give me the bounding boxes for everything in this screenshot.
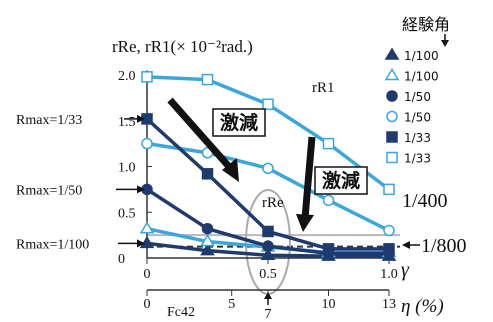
data-point-s2-2 [262, 240, 274, 252]
rmax-50-label-arrow-head [137, 185, 145, 194]
legend-entry-5: 1/33 [404, 152, 431, 166]
decrease-arrow-1-head [222, 158, 239, 182]
data-point-s5-2 [262, 98, 274, 111]
decrease-arrow-2 [301, 136, 316, 219]
data-point-s5-4 [383, 183, 395, 196]
decrease-arrow-2-head [296, 214, 314, 232]
x-eta-tick-label: 13 [382, 297, 396, 312]
data-point-s0-1 [200, 243, 215, 256]
legend-entry-1: 1/100 [404, 70, 439, 84]
rmax-33-label-arrow-head [137, 114, 145, 123]
ref-1-800-arrow-head [402, 241, 410, 249]
legend-entry-4: 1/33 [404, 131, 431, 145]
decrease-box-1 [212, 108, 266, 137]
data-point-s5-3 [322, 137, 335, 150]
x-gamma-tick-label: 0.5 [259, 267, 277, 282]
data-point-s1-0 [139, 221, 155, 234]
x-gamma-tick-label: 1.0 [380, 267, 398, 282]
data-point-slegend-0 [384, 47, 400, 60]
chart-title: rRe, rR1(× 10⁻²rad.) [112, 37, 253, 56]
legend-title-arrow-head [441, 40, 449, 47]
data-point-s5-0 [141, 71, 153, 83]
data-point-s3-3 [322, 194, 335, 207]
x-axis-gamma-label: γ [401, 259, 410, 281]
y-tick-label: 2.0 [118, 69, 136, 84]
data-point-s4-1 [201, 168, 214, 180]
data-point-s2-1 [201, 222, 214, 235]
decrease-box-2 [314, 166, 368, 195]
data-point-slegend-2 [386, 90, 398, 102]
eta-7-pointer-head [264, 292, 272, 299]
data-point-s0-2 [260, 247, 276, 261]
rmax-100-label: Rmax=1/100 [16, 237, 89, 252]
x-axis-eta-note: Fc42 [167, 305, 195, 320]
series-label-re: rRe [262, 195, 284, 211]
ref-label-1-400: 1/400 [402, 190, 448, 212]
decrease-label-1: 激減 [220, 111, 258, 134]
series-label-r1: rR1 [312, 80, 335, 96]
decrease-label-2: 激減 [322, 169, 360, 192]
data-point-s1-1 [200, 234, 215, 247]
data-point-slegend-1 [384, 68, 400, 81]
x-eta-tick-label: 7 [265, 307, 272, 322]
x-eta-tick-label: 5 [228, 297, 235, 312]
legend-entry-3: 1/50 [404, 111, 431, 125]
data-point-s0-0 [139, 235, 155, 249]
y-tick-label: 1.0 [118, 161, 136, 176]
y-tick-label: 0.5 [118, 206, 136, 221]
ref-label-1-800: 1/800 [421, 235, 467, 257]
x-eta-tick-label: 10 [322, 297, 336, 312]
data-point-slegend-4 [386, 131, 398, 143]
legend-title: 経験角 [402, 15, 450, 34]
data-point-s4-2 [262, 225, 274, 238]
legend-entry-2: 1/50 [404, 90, 431, 104]
decrease-arrow-1 [167, 97, 235, 173]
rmax-50-label: Rmax=1/50 [16, 183, 82, 198]
data-point-s3-0 [141, 137, 153, 150]
x-gamma-tick-label: 0 [144, 267, 151, 282]
x-eta-tick-label: 0 [144, 297, 151, 312]
data-point-s3-4 [383, 224, 395, 237]
y-tick-label: 0 [118, 252, 125, 267]
data-point-s3-2 [262, 162, 274, 175]
data-point-s4-3 [322, 243, 335, 255]
x-axis-eta-label: η (%) [401, 296, 444, 317]
rmax-100-label-arrow-head [137, 239, 145, 248]
data-point-slegend-5 [386, 151, 398, 164]
data-point-slegend-3 [386, 110, 398, 123]
legend-entry-0: 1/100 [404, 49, 439, 63]
data-point-s5-1 [201, 73, 214, 86]
rmax-33-label: Rmax=1/33 [16, 113, 82, 128]
y-tick-label: 1.5 [118, 115, 136, 130]
data-point-s4-4 [383, 243, 395, 255]
